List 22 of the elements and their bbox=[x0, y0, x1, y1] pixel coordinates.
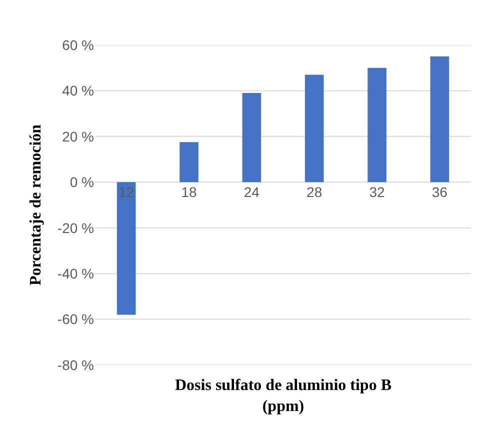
y-tick-label: 20 % bbox=[62, 128, 94, 144]
bar bbox=[116, 182, 136, 315]
x-tick-label: 36 bbox=[432, 184, 448, 200]
bar bbox=[368, 68, 386, 182]
x-tick-label: 12 bbox=[118, 184, 134, 200]
bar bbox=[304, 74, 324, 182]
y-tick-label: 0 % bbox=[70, 174, 94, 190]
bar bbox=[242, 93, 262, 182]
y-axis-title: Porcentaje de remoción bbox=[27, 124, 44, 286]
y-tick-label: -40 % bbox=[57, 265, 94, 282]
y-tick-label: -60 % bbox=[57, 311, 94, 328]
x-tick-label: 18 bbox=[181, 184, 197, 200]
y-tick-label: 40 % bbox=[62, 82, 94, 99]
y-tick-label: -80 % bbox=[57, 356, 94, 373]
x-tick-label: 32 bbox=[369, 184, 385, 200]
y-tick-label: 60 % bbox=[62, 36, 94, 53]
x-axis-title: Dosis sulfato de aluminio tipo B (ppm) bbox=[175, 377, 392, 415]
bar bbox=[180, 142, 198, 182]
y-tick-label: -20 % bbox=[57, 220, 94, 236]
bar bbox=[430, 56, 450, 182]
x-tick-label: 24 bbox=[244, 184, 260, 200]
x-tick-label: 28 bbox=[306, 184, 322, 200]
